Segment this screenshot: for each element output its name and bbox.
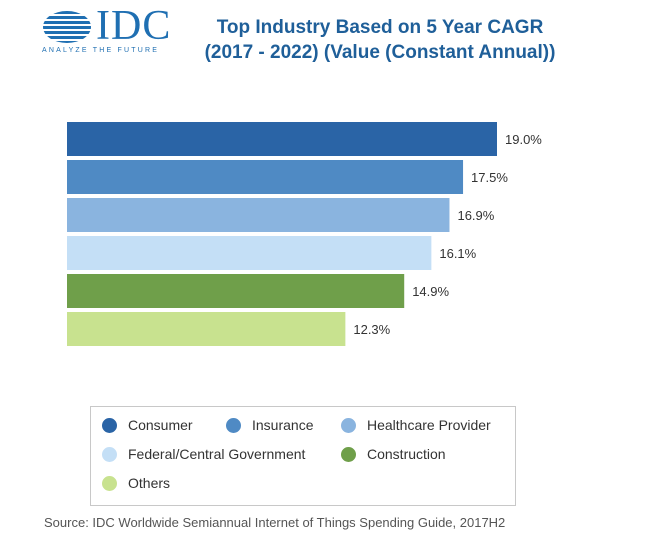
data-label-others: 12.3% bbox=[353, 322, 390, 337]
logo-tagline: ANALYZE THE FUTURE bbox=[42, 47, 160, 54]
bar-federal-central-government bbox=[67, 236, 432, 270]
data-label-consumer: 19.0% bbox=[505, 132, 542, 147]
bar-construction bbox=[67, 274, 405, 308]
source-note: Source: IDC Worldwide Semiannual Interne… bbox=[44, 515, 506, 530]
legend-swatch-others bbox=[102, 475, 117, 491]
legend-item-insurance: Insurance bbox=[226, 417, 313, 433]
legend-label-insurance: Insurance bbox=[252, 417, 314, 433]
legend-item-federal-central-government: Federal/Central Government bbox=[102, 446, 305, 462]
legend-label-federal-central-government: Federal/Central Government bbox=[128, 446, 306, 462]
data-label-insurance: 17.5% bbox=[471, 170, 508, 185]
chart-title-line-2: (2017 - 2022) (Value (Constant Annual)) bbox=[204, 42, 556, 63]
bar-healthcare-provider bbox=[67, 198, 450, 232]
chart-title-line-1: Top Industry Based on 5 Year CAGR bbox=[216, 17, 544, 38]
legend-item-healthcare-provider: Healthcare Provider bbox=[341, 417, 491, 433]
legend-swatch-consumer bbox=[102, 417, 117, 433]
legend-label-others: Others bbox=[128, 475, 171, 491]
bar-others bbox=[67, 312, 346, 346]
legend-swatch-construction bbox=[341, 446, 356, 462]
idc-logo: IDC ANALYZE THE FUTURE bbox=[42, 5, 182, 57]
legend-label-construction: Construction bbox=[367, 446, 446, 462]
legend-swatch-healthcare-provider bbox=[341, 417, 356, 433]
legend-swatch-federal-central-government bbox=[102, 446, 117, 462]
bar-consumer bbox=[67, 122, 497, 156]
globe-icon bbox=[43, 11, 91, 43]
logo-wordmark: IDC bbox=[96, 3, 172, 49]
data-label-construction: 14.9% bbox=[412, 284, 449, 299]
data-label-federal-central-government: 16.1% bbox=[439, 246, 476, 261]
bar-chart: 19.0% 17.5% 16.9% 16.1% 14.9% 12.3% bbox=[67, 122, 542, 346]
chart-title: Top Industry Based on 5 Year CAGR (2017 … bbox=[180, 15, 580, 65]
legend-label-healthcare-provider: Healthcare Provider bbox=[367, 417, 491, 433]
data-label-healthcare-provider: 16.9% bbox=[457, 208, 494, 223]
legend-label-consumer: Consumer bbox=[128, 417, 193, 433]
legend-item-consumer: Consumer bbox=[102, 417, 193, 433]
bar-insurance bbox=[67, 160, 464, 194]
legend-item-construction: Construction bbox=[341, 446, 446, 462]
legend-item-others: Others bbox=[102, 475, 170, 491]
chart-legend: Consumer Insurance Healthcare Provider Fede… bbox=[90, 406, 516, 506]
legend-swatch-insurance bbox=[226, 417, 241, 433]
